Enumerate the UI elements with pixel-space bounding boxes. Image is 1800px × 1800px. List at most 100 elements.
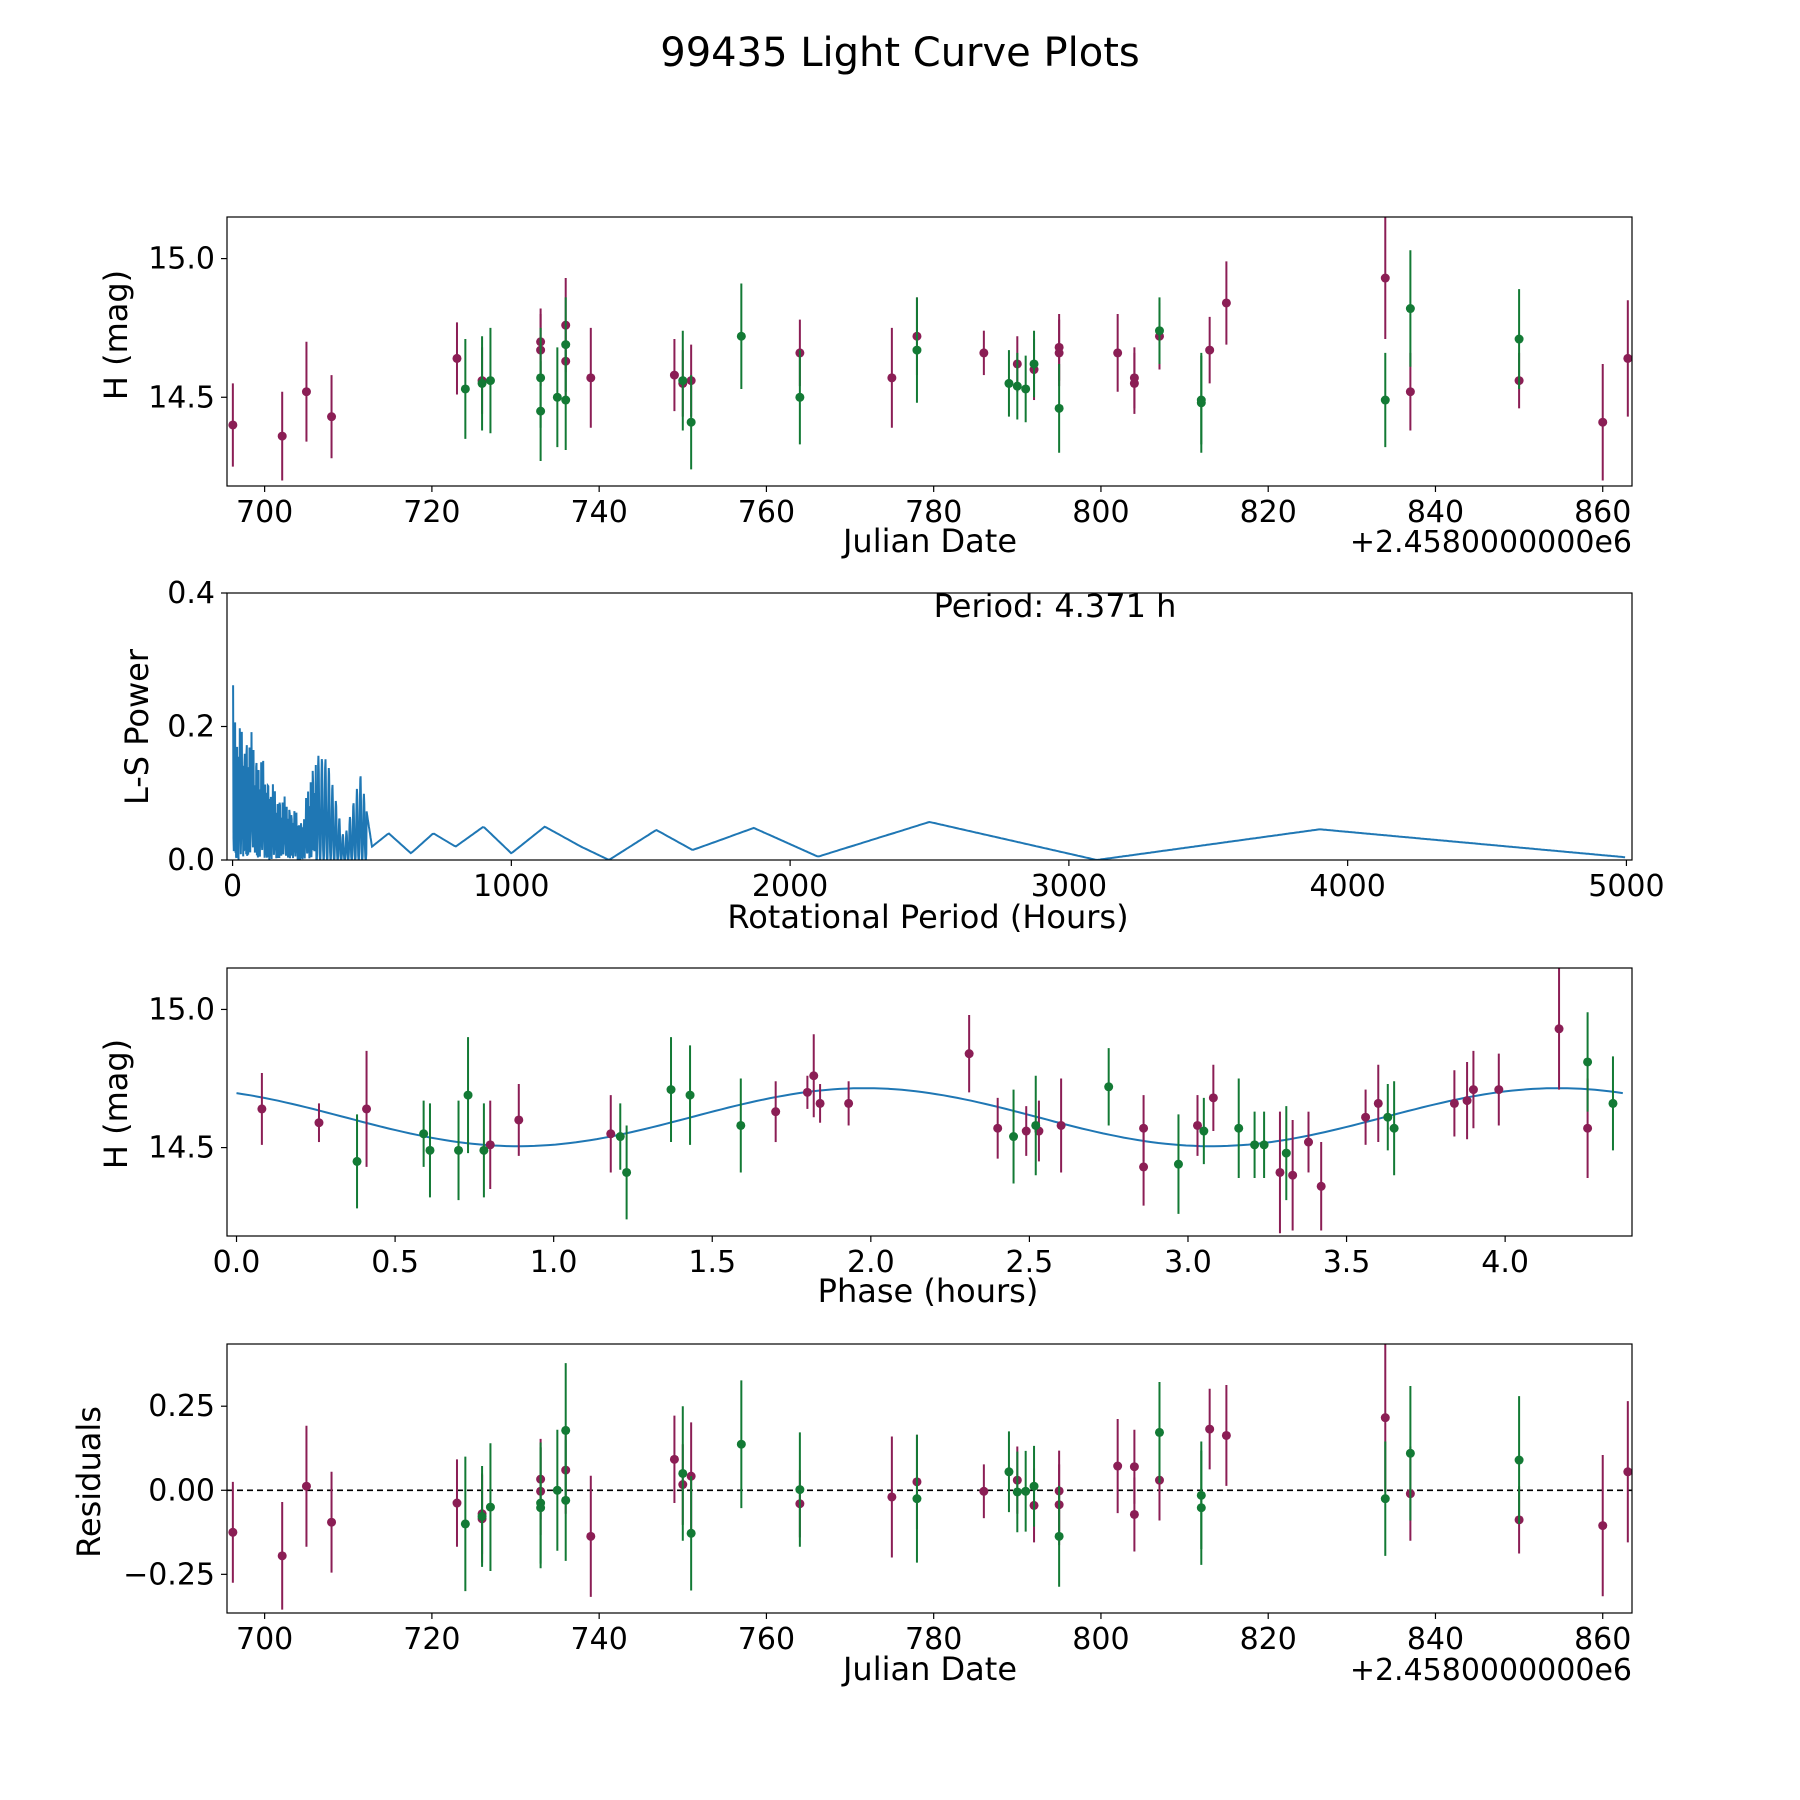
residuals-point-red — [327, 1517, 337, 1527]
phased-point-green — [463, 1090, 473, 1100]
phased-point-green — [479, 1145, 489, 1155]
phased-xtick-label: 1.5 — [688, 1245, 736, 1280]
phased-fit-curve — [236, 1087, 1623, 1148]
lightcurve-point-red — [301, 387, 311, 397]
residuals-point-green — [561, 1495, 571, 1505]
lightcurve-point-red — [586, 373, 596, 383]
phased-point-red — [1021, 1126, 1031, 1136]
phased-point-red — [485, 1140, 495, 1150]
residuals-xtick-label: 780 — [905, 1622, 962, 1657]
residuals-point-green — [678, 1468, 688, 1478]
phased-point-red — [802, 1087, 812, 1097]
periodogram-xtick-label: 2000 — [752, 869, 828, 904]
phased-point-red — [1192, 1120, 1202, 1130]
residuals-point-green — [1012, 1487, 1022, 1497]
lightcurve-point-red — [979, 348, 989, 358]
periodogram-xtick-label: 0 — [223, 869, 242, 904]
residuals-offset-text: +2.4580000000e6 — [1350, 1653, 1632, 1688]
lightcurve-ylabel: H (mag) — [97, 270, 135, 400]
residuals-point-green — [552, 1485, 562, 1495]
residuals-point-red — [1623, 1467, 1632, 1477]
phased-point-green — [1389, 1123, 1399, 1133]
lightcurve-point-green — [561, 340, 571, 350]
periodogram-xtick-label: 3000 — [1031, 869, 1107, 904]
phased-xlabel: Phase (hours) — [818, 1272, 1039, 1310]
lightcurve-point-red — [669, 370, 679, 380]
lightcurve-point-green — [485, 376, 495, 386]
phased-point-red — [809, 1071, 819, 1081]
lightcurve-xtick-label: 740 — [571, 495, 628, 530]
phased-point-green — [1608, 1098, 1618, 1108]
lightcurve-point-green — [1021, 384, 1031, 394]
phased-point-red — [1449, 1098, 1459, 1108]
residuals-points — [228, 1344, 1632, 1610]
lightcurve-ytick-label: 15.0 — [148, 242, 215, 277]
phased-point-red — [1494, 1085, 1504, 1095]
periodogram-panel: Rotational Period (Hours) L-S Power Peri… — [118, 576, 1665, 936]
phased-point-green — [1199, 1126, 1209, 1136]
phased-point-red — [314, 1118, 324, 1128]
phased-point-green — [1104, 1082, 1114, 1092]
phased-point-green — [352, 1156, 362, 1166]
residuals-point-red — [1113, 1461, 1123, 1471]
lightcurve-point-red — [1221, 298, 1231, 308]
lightcurve-xtick-label: 800 — [1072, 495, 1129, 530]
residuals-point-red — [452, 1498, 462, 1508]
phased-point-green — [685, 1090, 695, 1100]
residuals-point-green — [1196, 1503, 1206, 1513]
residuals-point-green — [1021, 1486, 1031, 1496]
residuals-point-red — [1380, 1413, 1390, 1423]
residuals-point-red — [1598, 1521, 1608, 1531]
residuals-point-green — [1029, 1481, 1039, 1491]
periodogram-xtick-label: 1000 — [473, 869, 549, 904]
phased-xtick-label: 1.0 — [530, 1245, 578, 1280]
residuals-panel: Julian Date Residuals +2.4580000000e6 70… — [70, 1343, 1633, 1688]
phased-point-red — [606, 1129, 616, 1139]
phased-points — [257, 968, 1618, 1234]
residuals-point-green — [561, 1425, 571, 1435]
lightcurve-point-green — [460, 384, 470, 394]
residuals-point-red — [228, 1527, 238, 1537]
residuals-point-red — [1205, 1424, 1215, 1434]
residuals-point-green — [460, 1519, 470, 1529]
lightcurve-point-green — [795, 392, 805, 402]
phased-point-red — [1462, 1096, 1472, 1106]
phased-point-red — [771, 1107, 781, 1117]
residuals-point-red — [887, 1492, 897, 1502]
residuals-point-green — [1380, 1494, 1390, 1504]
lightcurve-xtick-label: 840 — [1407, 495, 1464, 530]
lightcurve-frame — [226, 216, 1633, 487]
residuals-point-green — [536, 1503, 546, 1513]
residuals-point-green — [736, 1439, 746, 1449]
lightcurve-ytick-label: 14.5 — [148, 380, 215, 415]
lightcurve-xtick-label: 700 — [236, 495, 293, 530]
residuals-frame — [226, 1343, 1633, 1614]
phased-point-green — [1383, 1112, 1393, 1122]
lightcurve-point-green — [686, 417, 696, 427]
residuals-point-green — [1054, 1531, 1064, 1541]
figure-title: 99435 Light Curve Plots — [660, 30, 1139, 76]
lightcurve-point-red — [1054, 342, 1064, 352]
lightcurve-point-green — [1054, 403, 1064, 413]
residuals-point-green — [1154, 1427, 1164, 1437]
lightcurve-point-green — [1405, 304, 1415, 314]
phased-xtick-label: 0.0 — [213, 1245, 261, 1280]
phased-point-green — [1281, 1148, 1291, 1158]
lightcurve-point-red — [1113, 348, 1123, 358]
phased-point-green — [666, 1085, 676, 1095]
phased-point-green — [1250, 1140, 1260, 1150]
periodogram-line — [232, 685, 1626, 860]
residuals-ytick-label: −0.25 — [123, 1557, 215, 1592]
lightcurve-point-green — [552, 392, 562, 402]
residuals-point-red — [277, 1551, 287, 1561]
phased-point-red — [815, 1098, 825, 1108]
residuals-xtick-label: 760 — [738, 1622, 795, 1657]
residuals-xtick-label: 840 — [1407, 1622, 1464, 1657]
residuals-xtick-label: 720 — [403, 1622, 460, 1657]
phased-point-red — [1056, 1120, 1066, 1130]
lightcurve-xtick-label: 820 — [1240, 495, 1297, 530]
phased-point-green — [1009, 1132, 1019, 1142]
lightcurve-xtick-label: 720 — [403, 495, 460, 530]
phased-point-green — [622, 1167, 632, 1177]
lightcurve-point-red — [327, 412, 337, 422]
